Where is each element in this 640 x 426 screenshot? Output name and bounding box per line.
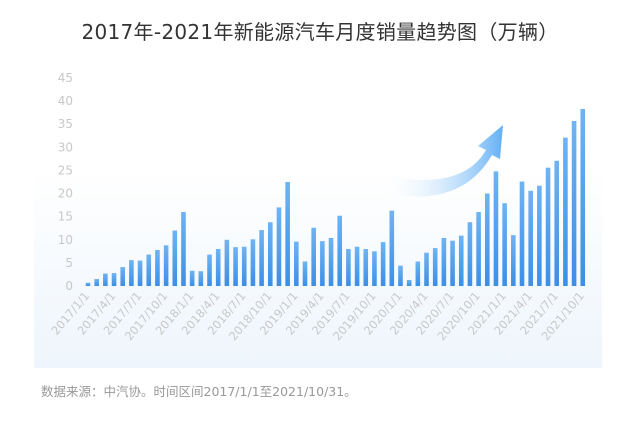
y-tick-label: 30 [58, 140, 73, 154]
bar [207, 255, 212, 286]
bar [468, 222, 473, 286]
bar [537, 186, 542, 286]
bar [459, 236, 464, 286]
y-tick-label: 40 [58, 94, 73, 108]
bar [138, 261, 143, 286]
bar [294, 242, 299, 286]
bar [225, 240, 230, 286]
bar [86, 283, 91, 286]
bars-group [86, 109, 585, 286]
x-axis-ticks: 2017/1/12017/4/12017/7/12017/10/12018/1/… [48, 289, 587, 343]
bar [580, 109, 585, 286]
bar [363, 249, 368, 286]
y-tick-label: 10 [58, 233, 73, 247]
bar [242, 247, 247, 286]
bar [563, 138, 568, 286]
bar [285, 182, 290, 286]
bar [303, 262, 308, 287]
bar [450, 241, 455, 286]
y-tick-label: 0 [65, 279, 73, 293]
y-tick-label: 25 [58, 163, 73, 177]
bar [520, 182, 525, 286]
bar [129, 260, 134, 286]
trend-arrow-body [382, 125, 503, 196]
bar [381, 242, 386, 286]
bar [494, 171, 499, 286]
bar [511, 235, 516, 286]
y-tick-label: 5 [65, 256, 73, 270]
bar [216, 249, 221, 286]
bar [476, 212, 481, 286]
bar [398, 266, 403, 286]
bar [442, 238, 447, 286]
bar [173, 231, 178, 286]
bar [485, 194, 490, 286]
bar [554, 161, 559, 286]
y-tick-label: 20 [58, 187, 73, 201]
bar [181, 212, 186, 286]
bar [320, 241, 325, 286]
bar [120, 267, 125, 286]
bar [251, 239, 256, 286]
bar [164, 245, 169, 286]
bar [502, 203, 507, 286]
bar [528, 191, 533, 286]
source-note: 数据来源：中汽协。时间区间2017/1/1至2021/10/31。 [41, 381, 357, 400]
y-tick-label: 45 [58, 71, 73, 85]
bar [572, 121, 577, 286]
bar [311, 228, 316, 286]
bar [146, 255, 151, 286]
bar [372, 251, 377, 286]
trend-arrow [382, 125, 503, 196]
bar [433, 248, 438, 286]
bar [407, 280, 412, 286]
bar [416, 262, 421, 287]
bar [277, 207, 282, 286]
bar [329, 238, 334, 286]
bar [112, 273, 117, 286]
bar [346, 249, 351, 286]
bar [424, 253, 429, 286]
bar [94, 279, 99, 286]
bar [268, 222, 273, 286]
bar [355, 247, 360, 286]
bar [546, 168, 551, 286]
bar [390, 211, 395, 286]
y-axis-ticks: 0 5 10 15 20 25 30 35 40 45 [58, 71, 73, 293]
bar [337, 216, 342, 286]
bar [103, 274, 108, 286]
y-tick-label: 35 [58, 117, 73, 131]
bar [259, 230, 264, 286]
y-tick-label: 15 [58, 210, 73, 224]
bar [155, 250, 160, 286]
bar [190, 271, 195, 286]
bar [199, 271, 204, 286]
bar [233, 247, 238, 286]
